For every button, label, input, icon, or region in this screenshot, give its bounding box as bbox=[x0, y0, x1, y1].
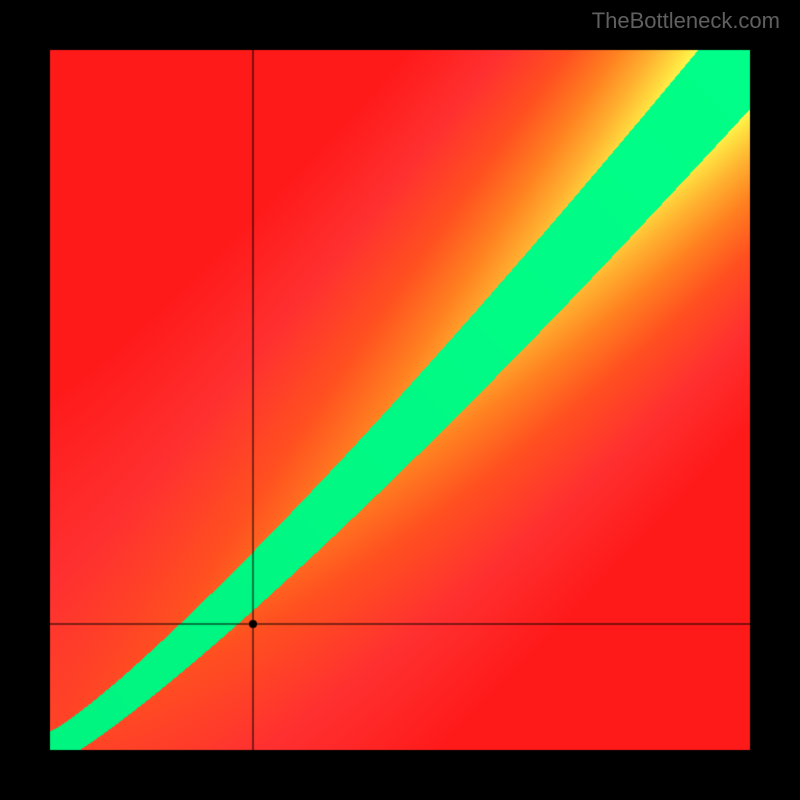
bottleneck-heatmap-chart: TheBottleneck.com bbox=[0, 0, 800, 800]
watermark-text: TheBottleneck.com bbox=[592, 8, 780, 34]
heatmap-canvas bbox=[0, 0, 800, 800]
